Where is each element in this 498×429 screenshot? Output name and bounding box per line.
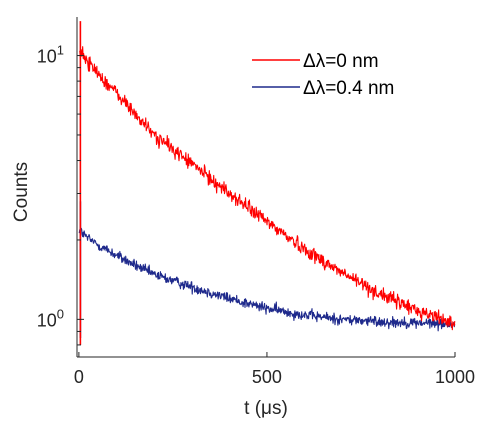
x-tick-label: 500 (252, 367, 282, 387)
series-dl-0nm (79, 21, 456, 345)
x-tick-label: 0 (74, 367, 84, 387)
legend-label: Δλ=0 nm (303, 51, 379, 72)
legend: Δλ=0 nm Δλ=0.4 nm (252, 51, 394, 99)
series-line (78, 227, 456, 332)
x-axis-label: t (μs) (244, 398, 288, 419)
legend-label: Δλ=0.4 nm (303, 78, 394, 99)
series-line (79, 46, 456, 331)
plot-area (78, 21, 456, 345)
y-tick-label: 101 (37, 43, 64, 67)
axes: 0 500 1000 100 101 (37, 17, 475, 387)
x-tick-label: 1000 (435, 367, 475, 387)
y-tick-label: 100 (37, 306, 64, 330)
legend-item: Δλ=0 nm (252, 51, 379, 72)
y-axis-label: Counts (11, 162, 32, 222)
legend-item: Δλ=0.4 nm (252, 78, 394, 99)
